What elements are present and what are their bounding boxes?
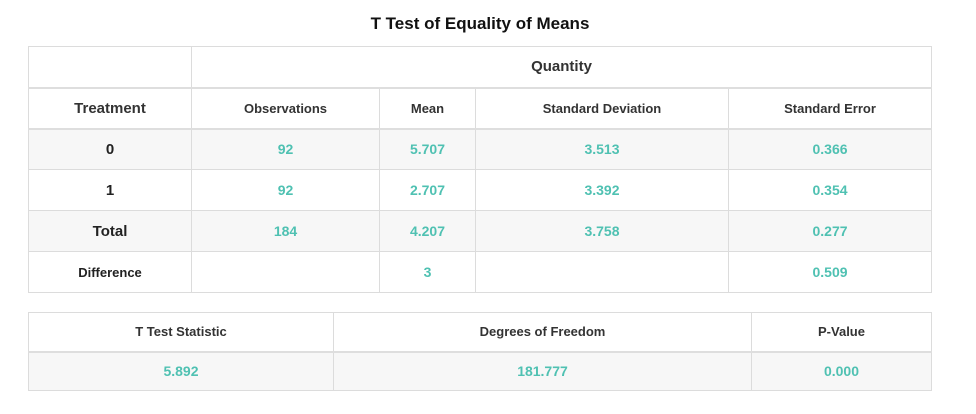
degrees-of-freedom-header: Degrees of Freedom (333, 312, 752, 353)
stats-header-row: T Test Statistic Degrees of Freedom P-Va… (28, 312, 932, 353)
std-dev-cell (475, 251, 729, 293)
observations-header: Observations (191, 87, 380, 130)
std-err-cell: 0.354 (727, 169, 933, 211)
table-row: 0 92 5.707 3.513 0.366 (28, 128, 933, 170)
std-dev-header: Standard Deviation (475, 87, 729, 130)
std-dev-cell: 3.392 (475, 169, 729, 211)
p-value-value: 0.000 (751, 351, 932, 391)
row-label: Difference (28, 251, 192, 293)
t-statistic-header: T Test Statistic (28, 312, 334, 353)
std-err-header: Standard Error (727, 87, 933, 130)
std-err-cell: 0.277 (727, 210, 933, 252)
row-label: Total (28, 210, 192, 252)
t-statistic-value: 5.892 (28, 351, 334, 391)
empty-corner-cell (28, 46, 192, 89)
observations-cell (191, 251, 380, 293)
observations-cell: 92 (191, 128, 380, 170)
mean-header: Mean (379, 87, 476, 130)
table-row: 1 92 2.707 3.392 0.354 (28, 169, 933, 211)
mean-cell: 5.707 (379, 128, 476, 170)
mean-cell: 4.207 (379, 210, 476, 252)
table-row: Total 184 4.207 3.758 0.277 (28, 210, 933, 252)
stats-value-row: 5.892 181.777 0.000 (28, 351, 932, 391)
mean-cell: 3 (379, 251, 476, 293)
observations-cell: 92 (191, 169, 380, 211)
quantity-header: Quantity (190, 46, 933, 89)
std-err-cell: 0.366 (727, 128, 933, 170)
p-value-header: P-Value (751, 312, 932, 353)
mean-cell: 2.707 (379, 169, 476, 211)
observations-cell: 184 (191, 210, 380, 252)
row-label: 1 (28, 169, 192, 211)
std-err-cell: 0.509 (727, 251, 933, 293)
column-header-row: Treatment Observations Mean Standard Dev… (28, 87, 933, 130)
row-label: 0 (28, 128, 192, 170)
table-row: Difference 3 0.509 (28, 251, 933, 293)
group-header-row: Quantity (28, 46, 933, 89)
std-dev-cell: 3.513 (475, 128, 729, 170)
treatment-header: Treatment (28, 87, 192, 130)
degrees-of-freedom-value: 181.777 (333, 351, 752, 391)
std-dev-cell: 3.758 (475, 210, 729, 252)
test-stats-table: T Test Statistic Degrees of Freedom P-Va… (28, 312, 932, 391)
means-table: Quantity Treatment Observations Mean Sta… (28, 46, 933, 293)
page-title: T Test of Equality of Means (370, 14, 590, 33)
